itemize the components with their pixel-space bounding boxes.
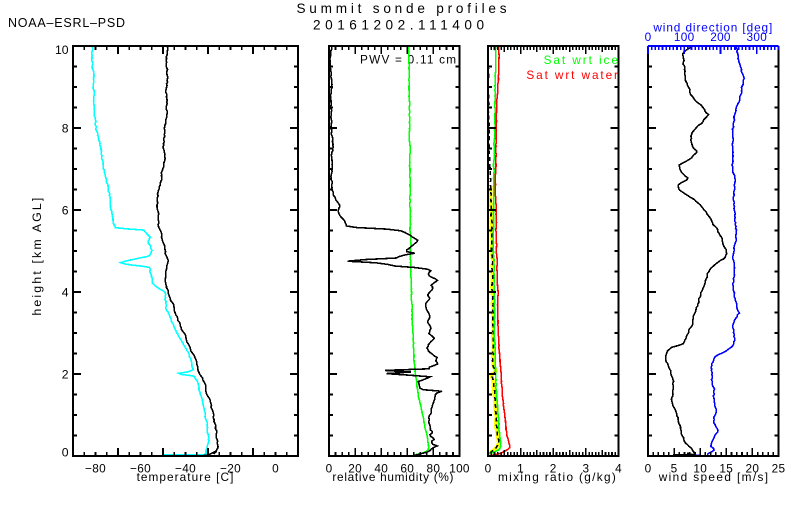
svg-text:−20: −20	[220, 461, 241, 475]
svg-text:1: 1	[517, 461, 524, 475]
svg-text:0: 0	[272, 461, 279, 475]
svg-text:2: 2	[62, 368, 69, 382]
svg-text:relative humidity (%): relative humidity (%)	[332, 470, 454, 484]
svg-text:0: 0	[326, 461, 333, 475]
svg-text:4: 4	[62, 286, 69, 300]
svg-text:Sat wrt water: Sat wrt water	[526, 68, 620, 82]
svg-text:15: 15	[719, 461, 733, 475]
svg-text:6: 6	[62, 204, 69, 218]
svg-text:wind speed [m/s]: wind speed [m/s]	[658, 470, 770, 484]
svg-text:0: 0	[62, 446, 69, 460]
svg-text:80: 80	[427, 461, 441, 475]
svg-text:0: 0	[485, 461, 492, 475]
svg-text:Sat wrt ice: Sat wrt ice	[544, 53, 620, 67]
svg-text:25: 25	[772, 461, 786, 475]
svg-text:3: 3	[582, 461, 589, 475]
svg-text:NOAA–ESRL–PSD: NOAA–ESRL–PSD	[8, 16, 126, 30]
svg-text:−60: −60	[130, 461, 151, 475]
svg-text:200: 200	[710, 30, 731, 44]
svg-text:−40: −40	[175, 461, 196, 475]
svg-text:wind direction [deg]: wind direction [deg]	[652, 20, 773, 34]
svg-text:300: 300	[747, 30, 768, 44]
svg-text:PWV = 0.11 cm: PWV = 0.11 cm	[360, 53, 457, 67]
svg-text:4: 4	[615, 461, 622, 475]
svg-text:20: 20	[348, 461, 362, 475]
svg-text:40: 40	[374, 461, 388, 475]
svg-text:100: 100	[449, 461, 470, 475]
svg-text:mixing ratio (g/kg): mixing ratio (g/kg)	[498, 470, 617, 484]
svg-text:10: 10	[693, 461, 707, 475]
svg-text:100: 100	[674, 30, 695, 44]
svg-text:Summit sonde profiles: Summit sonde profiles	[296, 1, 510, 16]
svg-text:20: 20	[746, 461, 760, 475]
svg-text:20161202.111400: 20161202.111400	[313, 18, 489, 33]
svg-text:height [km AGL]: height [km AGL]	[30, 196, 44, 316]
svg-text:60: 60	[400, 461, 414, 475]
svg-text:10: 10	[55, 43, 69, 57]
svg-text:temperature [C]: temperature [C]	[137, 470, 235, 484]
svg-text:2: 2	[550, 461, 557, 475]
svg-text:0: 0	[645, 461, 652, 475]
svg-text:−80: −80	[85, 461, 106, 475]
svg-text:8: 8	[62, 122, 69, 136]
svg-text:5: 5	[671, 461, 678, 475]
svg-text:0: 0	[645, 30, 652, 44]
